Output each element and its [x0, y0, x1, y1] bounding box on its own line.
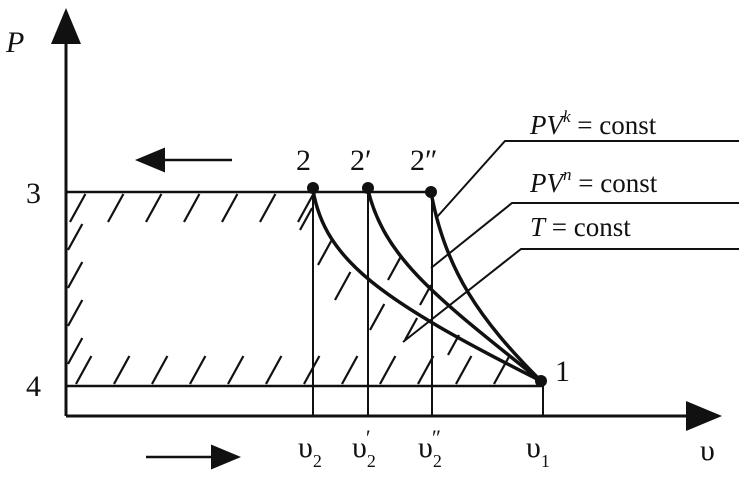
point-1-label: 1: [555, 355, 570, 388]
hatch-stroke: [455, 355, 473, 385]
point-2-double-prime-label: 2″: [410, 144, 438, 177]
polytropic-curve: [366, 189, 543, 383]
hatch-stroke: [67, 223, 84, 251]
point-2-label: 2: [296, 144, 311, 177]
hatch-stroke: [107, 193, 125, 223]
tick-v2-prime: υ2′: [352, 425, 376, 471]
hatch-stroke: [259, 193, 277, 223]
hatch-stroke: [69, 193, 87, 223]
work-area-hatching: [67, 193, 511, 385]
v-axis-label: υ: [700, 434, 715, 467]
label-leaders: [402, 140, 739, 343]
hatch-stroke: [493, 355, 511, 385]
hatch-stroke: [113, 355, 131, 385]
state-points: [307, 182, 547, 387]
isobar-4-label: 4: [26, 370, 41, 403]
hatch-stroke: [265, 355, 283, 385]
hatch-stroke: [189, 355, 207, 385]
hatch-stroke: [387, 255, 403, 281]
isothermal-curve: [311, 189, 542, 383]
hatch-stroke: [75, 355, 93, 385]
polytropic-label: PVn = const: [529, 165, 658, 198]
hatch-stroke: [67, 299, 84, 327]
tick-v2-double-prime: υ2″: [418, 425, 442, 471]
hatch-stroke: [183, 193, 201, 223]
adiabatic-label: PVk = const: [529, 107, 657, 140]
point-2-prime-label: 2′: [350, 144, 372, 177]
isothermal-label: T = const: [530, 212, 631, 242]
volume-tick-labels: υ2 υ2′ υ2″ υ1: [298, 425, 550, 471]
hatch-stroke: [299, 207, 314, 231]
hatch-stroke: [303, 355, 321, 385]
hatch-stroke: [317, 238, 334, 266]
hatch-stroke: [334, 271, 352, 301]
hatch-stroke: [227, 355, 245, 385]
p-axis-label: P: [5, 26, 24, 59]
hatch-stroke: [297, 193, 315, 223]
hatch-stroke: [404, 317, 419, 341]
hatch-stroke: [221, 193, 239, 223]
hatch-stroke: [151, 355, 169, 385]
hatch-stroke: [379, 355, 397, 385]
tick-v1: υ1: [526, 431, 550, 471]
hatch-stroke: [67, 261, 84, 289]
tick-v2: υ2: [298, 431, 322, 471]
hatch-stroke: [341, 355, 359, 385]
hatch-stroke: [417, 355, 435, 385]
adiabatic-curve: [429, 191, 543, 383]
hatch-stroke: [67, 337, 84, 365]
isobar-3-label: 3: [26, 177, 41, 210]
hatch-stroke: [145, 193, 163, 223]
hatch-stroke: [369, 303, 386, 331]
volume-verticals: [312, 190, 544, 416]
